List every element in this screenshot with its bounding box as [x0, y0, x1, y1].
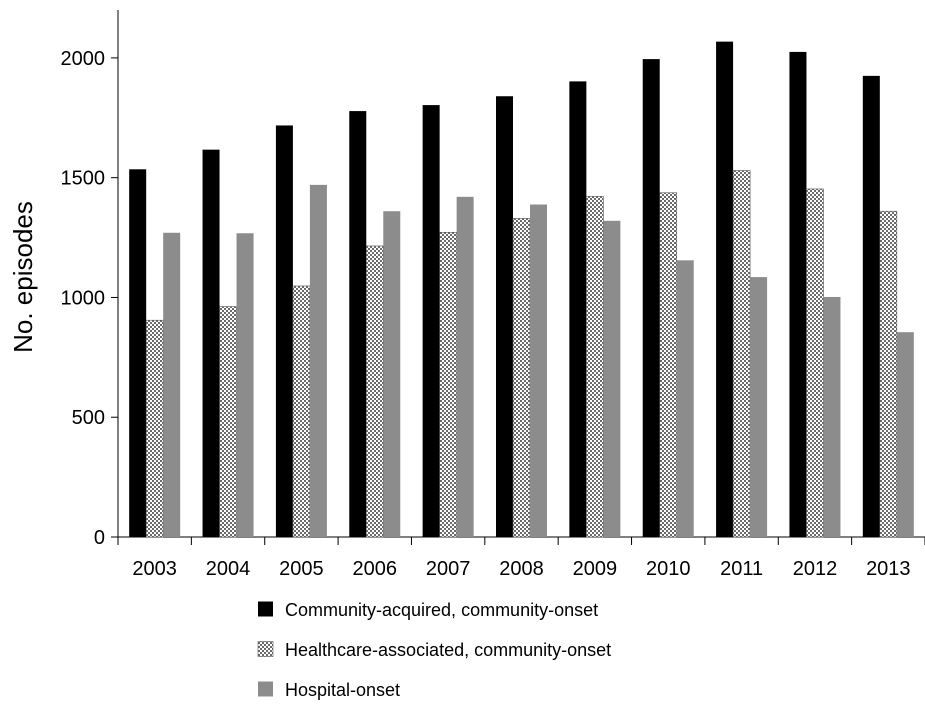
- bar-2005-series-1: [275, 125, 293, 537]
- bar-2010-series-2: [659, 192, 678, 538]
- bar-2011-series-3: [750, 277, 768, 537]
- x-tick-label: 2012: [793, 558, 838, 580]
- bar-2009-series-2: [586, 196, 604, 538]
- bar-2009-series-3: [603, 220, 621, 538]
- x-tick-label: 2013: [866, 558, 911, 580]
- x-tick-label: 2008: [499, 558, 544, 580]
- bar-2008-series-1: [496, 96, 513, 538]
- y-tick-label: 500: [72, 407, 105, 429]
- bar-2003-series-3: [163, 232, 181, 537]
- x-tick-label: 2003: [132, 558, 177, 580]
- x-tick-label: 2007: [426, 558, 471, 580]
- y-tick-label: 1000: [61, 287, 106, 309]
- legend: Community-acquired, community-onset Healt…: [257, 600, 611, 700]
- bar-2004-series-1: [202, 149, 220, 537]
- bar-2013-series-2: [879, 210, 898, 538]
- bar-2006-series-2: [365, 245, 384, 538]
- x-tick-label: 2011: [720, 558, 763, 580]
- bar-2006-series-3: [383, 211, 401, 537]
- x-tick-label: 2009: [573, 558, 618, 580]
- bar-2003-series-2: [145, 319, 164, 538]
- legend-swatch-2: [257, 641, 274, 657]
- y-axis-title: No. episodes: [8, 201, 38, 353]
- bar-2012-series-3: [823, 296, 841, 537]
- bar-2011-series-2: [732, 170, 751, 538]
- plot-area: 0 500 1000 1500 2000 No. episodes 2003 2004 2005…: [8, 10, 925, 580]
- legend-label-1: Community-acquired, community-onset: [285, 600, 598, 620]
- x-tick-label: 2010: [646, 558, 691, 580]
- bar-2006-series-1: [349, 111, 367, 537]
- bar-2012-series-1: [789, 51, 807, 537]
- bar-2007-series-2: [439, 231, 457, 538]
- x-tick-label: 2005: [279, 558, 324, 580]
- bar-2007-series-1: [422, 105, 440, 537]
- bar-2009-series-1: [569, 81, 587, 537]
- bar-2004-series-2: [219, 306, 237, 538]
- y-tick-label: 1500: [61, 168, 106, 190]
- x-tick-label: 2004: [206, 558, 251, 580]
- bar-2005-series-2: [292, 285, 311, 538]
- y-tick-label: 0: [94, 527, 105, 549]
- bar-2013-series-3: [896, 332, 914, 537]
- bar-2010-series-3: [676, 260, 694, 537]
- bar-2013-series-1: [862, 75, 880, 537]
- legend-swatch-3: [258, 681, 273, 697]
- bar-2012-series-2: [806, 188, 824, 538]
- bar-2003-series-1: [129, 169, 147, 537]
- bar-2004-series-3: [236, 233, 254, 538]
- bar-2007-series-3: [456, 196, 474, 537]
- bar-2010-series-1: [642, 59, 660, 538]
- legend-label-2: Healthcare-associated, community-onset: [285, 640, 611, 660]
- bar-2005-series-3: [309, 184, 327, 538]
- x-tick-label: 2006: [353, 558, 398, 580]
- legend-label-3: Hospital-onset: [285, 680, 400, 700]
- bar-2008-series-2: [512, 218, 531, 538]
- bar-2011-series-1: [716, 41, 734, 538]
- bar-2008-series-3: [530, 204, 547, 537]
- legend-swatch-1: [258, 601, 273, 617]
- y-tick-label: 2000: [61, 48, 106, 70]
